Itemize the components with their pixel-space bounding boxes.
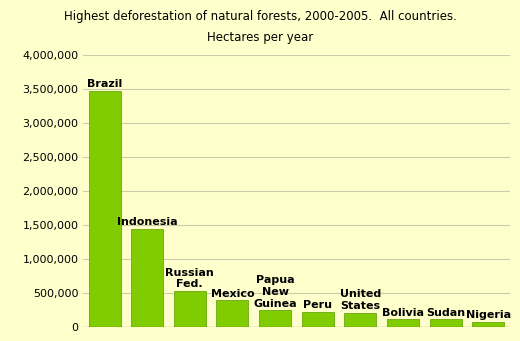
Bar xyxy=(216,300,249,327)
Bar xyxy=(131,228,163,327)
Text: Hectares per year: Hectares per year xyxy=(207,31,313,44)
Text: Russian
Fed.: Russian Fed. xyxy=(165,268,214,290)
Text: Nigeria: Nigeria xyxy=(466,310,511,320)
Text: United
States: United States xyxy=(340,290,381,311)
Bar xyxy=(344,313,376,327)
Bar xyxy=(88,91,121,327)
Text: Bolivia: Bolivia xyxy=(382,308,424,318)
Bar xyxy=(387,320,419,327)
Bar xyxy=(302,312,334,327)
Bar xyxy=(472,322,504,327)
Bar xyxy=(259,310,291,327)
Text: Sudan: Sudan xyxy=(426,308,465,318)
Text: Mexico: Mexico xyxy=(211,289,254,299)
Text: Highest deforestation of natural forests, 2000-2005.  All countries.: Highest deforestation of natural forests… xyxy=(63,10,457,23)
Text: Papua
New
Guinea: Papua New Guinea xyxy=(253,276,297,309)
Bar xyxy=(174,291,206,327)
Text: Peru: Peru xyxy=(303,300,332,310)
Bar xyxy=(430,320,462,327)
Text: Indonesia: Indonesia xyxy=(117,217,177,227)
Text: Brazil: Brazil xyxy=(87,79,122,89)
